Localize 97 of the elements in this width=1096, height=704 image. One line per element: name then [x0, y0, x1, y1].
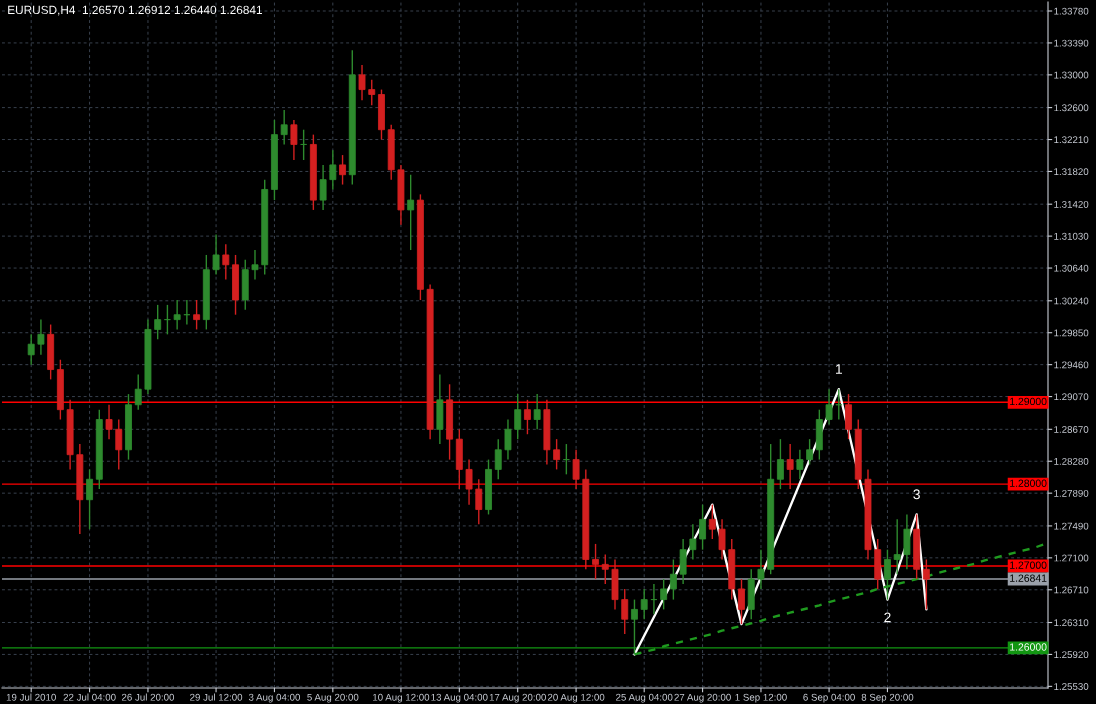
ref-line-label: 1.29000	[1010, 397, 1047, 406]
candlestick	[553, 438, 561, 471]
y-tick-label: 1.30640	[1054, 264, 1089, 272]
candlestick	[319, 164, 327, 211]
candlestick	[115, 418, 123, 471]
y-tick-label: 1.32600	[1054, 104, 1089, 112]
candlestick	[601, 553, 609, 585]
candlestick	[757, 548, 765, 590]
y-tick-label: 1.29850	[1054, 329, 1089, 337]
candlestick	[796, 449, 804, 480]
chart-title: EURUSD,H4 1.26570 1.26912 1.26440 1.26841	[8, 5, 262, 16]
candlestick	[465, 458, 473, 506]
candlestick	[475, 478, 483, 525]
candlestick	[222, 243, 230, 281]
candlestick	[738, 578, 745, 625]
annotation: 3	[913, 489, 920, 500]
annotation: 1	[836, 364, 842, 374]
candlestick	[154, 304, 162, 340]
candlestick	[893, 518, 901, 575]
x-tick-label: 17 Aug 20:00	[489, 693, 546, 703]
candlestick	[806, 438, 814, 466]
y-tick-label: 1.25920	[1054, 651, 1089, 659]
candlestick	[825, 388, 833, 426]
candlestick	[631, 598, 638, 656]
y-tick-label: 1.33390	[1054, 39, 1089, 47]
candlestick	[884, 548, 891, 601]
y-tick-label: 1.32210	[1054, 136, 1089, 144]
y-tick-label: 1.26310	[1054, 619, 1089, 627]
candlestick	[280, 109, 288, 146]
candlestick	[37, 318, 45, 356]
line-series	[633, 543, 1045, 656]
x-tick-label: 27 Aug 20:00	[674, 693, 731, 703]
candlestick	[504, 418, 512, 461]
y-tick-label: 1.31030	[1054, 232, 1089, 240]
candlestick	[533, 393, 541, 431]
y-tick-label: 1.27890	[1054, 489, 1089, 497]
x-tick-label: 13 Aug 04:00	[431, 693, 488, 703]
candlestick	[86, 468, 94, 530]
candlestick	[173, 299, 181, 331]
candlestick	[358, 64, 366, 101]
candlestick	[776, 438, 784, 490]
y-tick-label: 1.29070	[1054, 393, 1089, 401]
candlestick	[524, 399, 531, 435]
y-tick-label: 1.29460	[1054, 361, 1089, 369]
x-tick-label: 1 Sep 12:00	[735, 693, 787, 703]
candlestick	[572, 449, 580, 490]
y-tick-label: 1.27490	[1054, 522, 1089, 530]
ref-line-label: 1.28000	[1010, 479, 1047, 487]
candlestick	[640, 588, 648, 620]
candlestick	[339, 154, 346, 186]
candlestick	[134, 373, 142, 411]
x-tick-label: 8 Sep 20:00	[861, 693, 914, 703]
candlestick	[592, 543, 599, 580]
y-tick-label: 1.28670	[1054, 426, 1089, 433]
x-tick-label: 26 Jul 20:00	[121, 693, 175, 701]
candlestick	[290, 119, 298, 161]
candlestick	[27, 333, 35, 366]
y-tick-label: 1.27100	[1054, 554, 1089, 562]
x-tick-label: 22 Jul 04:00	[63, 693, 116, 701]
x-tick-label: 3 Aug 04:00	[248, 693, 301, 703]
candlestick	[105, 404, 113, 440]
y-tick-label: 1.25530	[1054, 683, 1089, 690]
candlestick	[621, 588, 629, 635]
x-tick-label: 10 Aug 12:00	[373, 693, 430, 703]
candlestick	[329, 149, 337, 191]
y-tick-label: 1.33780	[1054, 7, 1089, 15]
ref-line-label: 1.26841	[1010, 574, 1047, 582]
y-tick-label: 1.33000	[1054, 71, 1089, 79]
candlestick	[708, 503, 716, 540]
x-tick-label: 29 Jul 12:00	[190, 693, 243, 701]
candlestick	[689, 523, 697, 561]
y-tick-label: 1.30240	[1054, 297, 1089, 305]
candlestick	[193, 299, 201, 331]
candlestick	[514, 393, 522, 440]
x-tick-label: 19 Jul 2010	[6, 693, 56, 701]
ref-line-label: 1.26000	[1010, 643, 1047, 651]
candlestick	[407, 174, 415, 251]
x-tick-label: 20 Aug 12:00	[547, 693, 605, 703]
y-tick-label: 1.28280	[1054, 457, 1089, 465]
y-tick-label: 1.31820	[1054, 168, 1089, 176]
candlestick	[368, 79, 376, 106]
candlestick	[669, 558, 677, 601]
candlestick	[660, 578, 668, 611]
candlestick	[718, 518, 726, 561]
annotation: 2	[884, 612, 891, 623]
candlestick	[494, 438, 502, 480]
x-tick-label: 6 Sep 04:00	[803, 693, 855, 703]
x-tick-label: 25 Aug 04:00	[616, 693, 673, 703]
candlestick	[212, 233, 220, 276]
candlestick	[699, 503, 707, 551]
candlestick	[251, 249, 259, 281]
candlestick	[922, 558, 930, 611]
ref-line-label: 1.27000	[1010, 561, 1047, 569]
candlestick	[786, 443, 794, 490]
y-tick-label: 1.31420	[1054, 200, 1089, 208]
y-tick-label: 1.26710	[1054, 586, 1089, 594]
x-tick-label: 5 Aug 20:00	[307, 693, 359, 703]
